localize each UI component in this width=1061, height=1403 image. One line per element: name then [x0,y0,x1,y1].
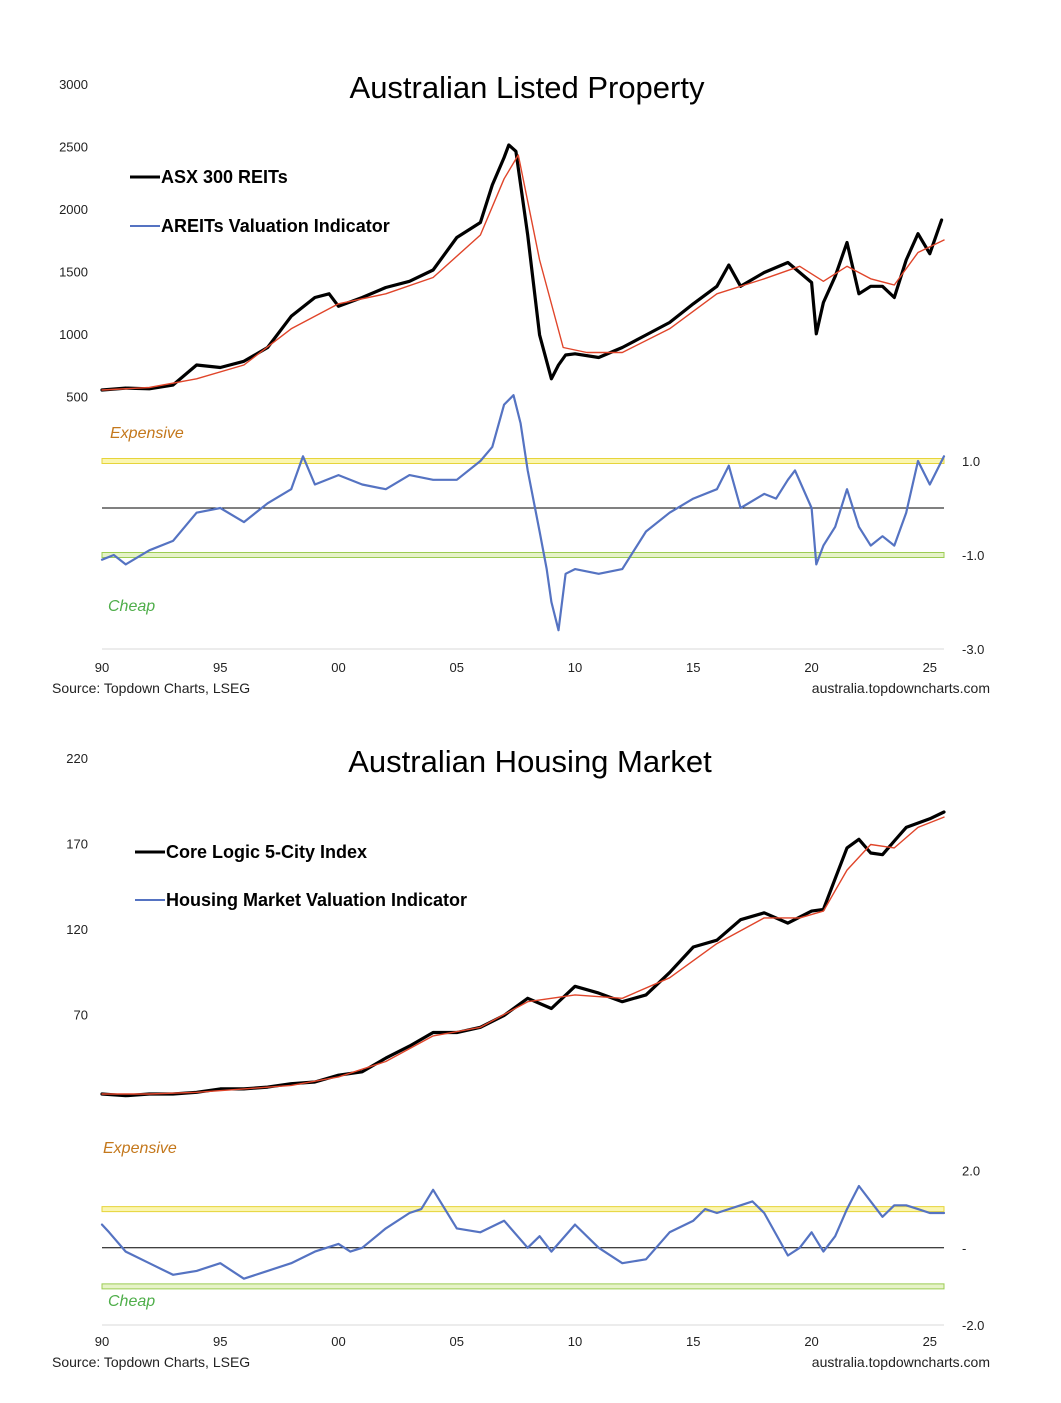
x-tick-label: 20 [804,1334,818,1349]
site-credit: australia.topdowncharts.com [812,680,990,696]
chart-title: Australian Housing Market [348,744,712,779]
legend: ASX 300 REITs AREITs Valuation Indicator [130,167,390,236]
series-line-price [100,143,944,392]
cheap-zone-label: Cheap [108,598,155,615]
series-line-valuation [100,394,946,632]
y-right-tick-label: -2.0 [962,1318,984,1333]
site-credit: australia.topdowncharts.com [812,1354,990,1370]
x-tick-label: 05 [450,1334,464,1349]
expensive-band [101,1206,945,1213]
x-tick-label: 15 [686,1334,700,1349]
x-tick-label: 05 [450,660,464,675]
y-left-tick-label: 3000 [59,77,88,92]
y-left-tick-label: 120 [66,922,88,937]
legend-label-reits: ASX 300 REITs [161,167,288,187]
y-left-tick-label: 500 [66,390,88,405]
series-line-trend [101,816,945,1095]
y-left-tick-label: 2500 [59,140,88,155]
x-tick-label: 00 [331,1334,345,1349]
y-right-tick-label: -1.0 [962,548,984,563]
y-right-tick-label: 1.0 [962,454,980,469]
x-tick-label: 00 [331,660,345,675]
expensive-band [101,458,945,464]
expensive-zone-label: Expensive [103,1140,177,1157]
x-tick-label: 25 [923,1334,937,1349]
y-left-tick-label: 220 [66,751,88,766]
chart-housing-market: Australian Housing Market Core Logic 5-C… [52,744,990,1370]
cheap-band [101,552,945,558]
chart-title: Australian Listed Property [350,70,705,105]
legend-label-valuation: AREITs Valuation Indicator [161,216,390,236]
x-tick-label: 25 [923,660,937,675]
x-tick-label: 95 [213,1334,227,1349]
y-right-tick-label: -3.0 [962,642,984,657]
chart-listed-property: Australian Listed Property ASX 300 REITs… [52,70,990,696]
y-left-tick-label: 170 [66,836,88,851]
y-right-tick-label: - [962,1241,966,1256]
series-line-valuation [100,1184,946,1280]
cheap-band [101,1283,945,1290]
source-note: Source: Topdown Charts, LSEG [52,1354,250,1370]
y-left-tick-label: 2000 [59,202,88,217]
legend-label-corelogic: Core Logic 5-City Index [166,842,367,862]
x-tick-label: 90 [95,1334,109,1349]
source-note: Source: Topdown Charts, LSEG [52,680,250,696]
x-tick-label: 95 [213,660,227,675]
legend-label-housing-valuation: Housing Market Valuation Indicator [166,890,467,910]
x-tick-label: 10 [568,660,582,675]
y-left-tick-label: 1000 [59,327,88,342]
x-tick-label: 10 [568,1334,582,1349]
cheap-zone-label: Cheap [108,1293,155,1310]
expensive-zone-label: Expensive [110,425,184,442]
y-left-tick-label: 1500 [59,265,88,280]
x-tick-label: 90 [95,660,109,675]
series-line-trend [101,154,945,391]
x-tick-label: 20 [804,660,818,675]
x-tick-label: 15 [686,660,700,675]
legend: Core Logic 5-City Index Housing Market V… [135,842,467,910]
y-left-tick-label: 70 [74,1007,88,1022]
y-right-tick-label: 2.0 [962,1164,980,1179]
